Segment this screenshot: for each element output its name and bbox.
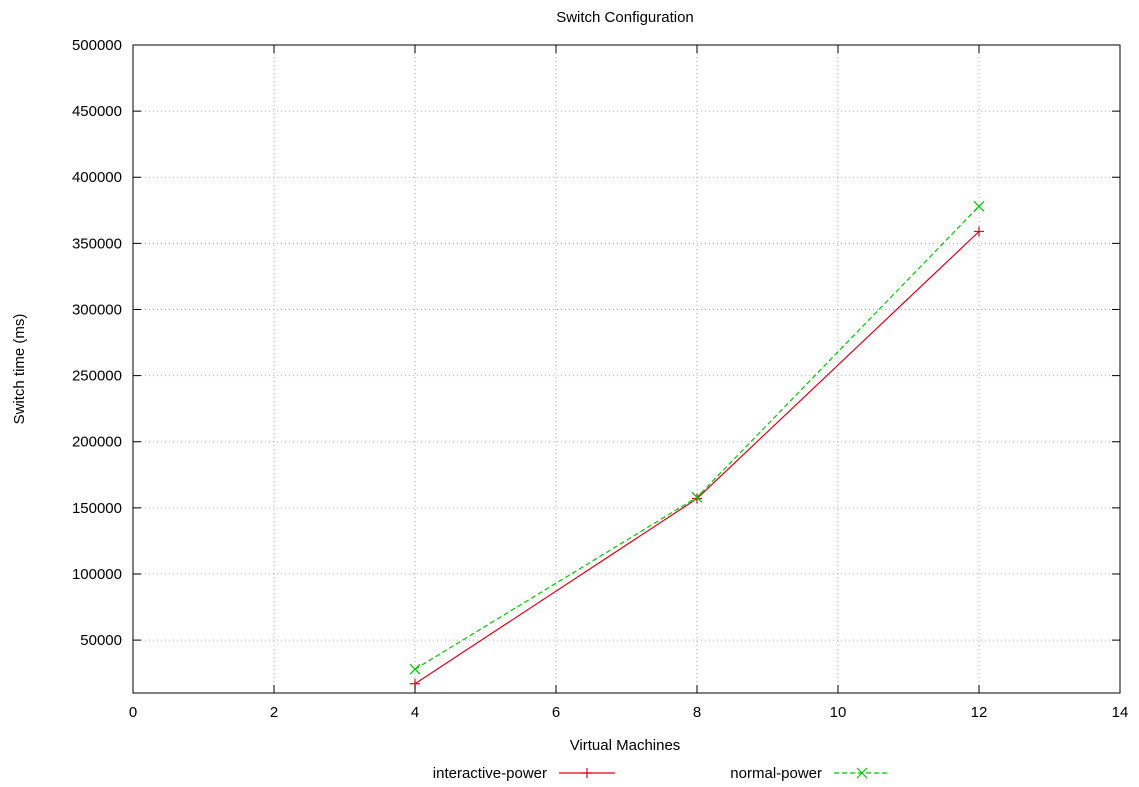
chart-title: Switch Configuration xyxy=(556,9,694,26)
legend-label-normal-power: normal-power xyxy=(730,765,822,782)
y-tick-label: 50000 xyxy=(80,632,122,649)
plot-frame xyxy=(132,44,1121,694)
series-layer xyxy=(409,200,985,689)
x-tick-label: 2 xyxy=(270,704,278,721)
x-tick-label: 8 xyxy=(693,704,701,721)
data-point-normal-power xyxy=(409,663,421,675)
y-tick-label: 300000 xyxy=(72,301,122,318)
legend-marker-interactive-power xyxy=(582,768,592,778)
axis-ticks: 0 2 4 6 8 10 12 14 50000 100000 150000 200000 250000… xyxy=(72,37,1128,721)
x-tick-label: 10 xyxy=(830,704,847,721)
x-tick-label: 4 xyxy=(411,704,419,721)
y-axis-label: Switch time (ms) xyxy=(11,314,28,425)
data-point-normal-power xyxy=(973,200,985,212)
y-tick-label: 100000 xyxy=(72,566,122,583)
x-axis-label: Virtual Machines xyxy=(570,737,681,754)
x-tick-label: 14 xyxy=(1112,704,1129,721)
data-point-interactive-power xyxy=(692,493,702,504)
y-tick-label: 500000 xyxy=(72,37,122,54)
legend: interactive-power normal-power xyxy=(433,765,890,782)
x-tick-label: 12 xyxy=(971,704,988,721)
data-point-normal-power xyxy=(691,491,703,503)
y-tick-label: 250000 xyxy=(72,368,122,385)
y-tick-label: 200000 xyxy=(72,434,122,451)
data-point-interactive-power xyxy=(974,226,984,237)
y-tick-label: 450000 xyxy=(72,103,122,120)
x-tick-label: 6 xyxy=(552,704,560,721)
grid-lines xyxy=(133,45,1120,693)
y-tick-label: 150000 xyxy=(72,500,122,517)
y-tick-label: 350000 xyxy=(72,235,122,252)
x-tick-label: 0 xyxy=(129,704,137,721)
legend-label-interactive-power: interactive-power xyxy=(433,765,547,782)
y-tick-label: 400000 xyxy=(72,169,122,186)
legend-marker-normal-power xyxy=(856,767,868,779)
